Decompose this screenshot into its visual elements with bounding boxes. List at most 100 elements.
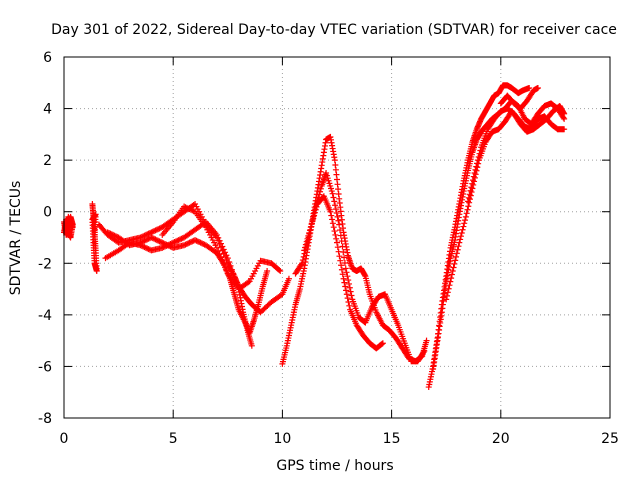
data-point xyxy=(313,203,320,210)
data-point xyxy=(304,235,311,242)
data-point xyxy=(187,239,194,246)
data-point xyxy=(167,240,174,247)
data-point xyxy=(379,340,386,347)
data-point xyxy=(181,203,188,210)
data-point xyxy=(182,204,189,211)
data-point xyxy=(465,198,472,205)
data-point xyxy=(153,226,160,233)
x-axis-label: GPS time / hours xyxy=(276,458,393,474)
data-point xyxy=(159,239,166,246)
data-point xyxy=(316,191,323,198)
data-series xyxy=(89,200,100,275)
data-point xyxy=(138,233,145,240)
data-point xyxy=(302,244,309,251)
data-point xyxy=(561,115,568,122)
data-point xyxy=(222,249,229,256)
data-point xyxy=(332,231,339,238)
data-point xyxy=(172,238,179,245)
data-point xyxy=(140,238,147,245)
data-point xyxy=(164,242,171,249)
data-point xyxy=(111,232,118,239)
data-point xyxy=(285,275,292,282)
data-point xyxy=(137,242,144,249)
data-point xyxy=(142,244,149,251)
y-tick-label: -6 xyxy=(38,359,52,375)
data-point xyxy=(340,275,347,282)
data-point xyxy=(474,157,481,164)
data-point xyxy=(146,229,153,236)
data-point xyxy=(216,237,223,244)
data-point xyxy=(153,237,160,244)
data-point xyxy=(474,160,481,167)
data-point xyxy=(348,292,355,299)
data-series xyxy=(159,203,284,293)
data-point xyxy=(215,234,222,241)
data-point xyxy=(335,248,342,255)
data-point xyxy=(447,278,454,285)
data-point xyxy=(423,337,430,344)
data-point xyxy=(453,250,460,257)
data-point xyxy=(317,188,324,195)
data-point xyxy=(215,248,222,255)
data-point xyxy=(534,84,541,91)
data-point xyxy=(346,302,353,309)
data-point xyxy=(444,289,451,296)
data-point xyxy=(344,295,351,302)
data-point xyxy=(448,275,455,282)
data-point xyxy=(187,206,194,213)
data-point xyxy=(471,170,478,177)
data-point xyxy=(464,206,471,213)
data-point xyxy=(453,253,460,260)
x-tick-label: 15 xyxy=(383,431,401,447)
data-point xyxy=(149,228,156,235)
data-point xyxy=(193,237,200,244)
data-point xyxy=(170,239,177,246)
data-point xyxy=(194,238,201,245)
data-point xyxy=(145,235,152,242)
data-point xyxy=(299,260,306,267)
data-point xyxy=(561,126,568,133)
chart-title: Day 301 of 2022, Sidereal Day-to-day VTE… xyxy=(51,22,617,38)
data-point xyxy=(421,347,428,354)
data-point xyxy=(463,210,470,217)
data-point xyxy=(200,240,207,247)
data-point xyxy=(345,298,352,305)
data-point xyxy=(459,226,466,233)
data-point xyxy=(151,235,158,242)
data-point xyxy=(445,285,452,292)
data-point xyxy=(197,239,204,246)
data-point xyxy=(443,296,450,303)
data-point xyxy=(142,231,149,238)
plot-frame xyxy=(63,56,611,419)
data-point xyxy=(152,227,159,234)
data-point xyxy=(336,253,343,260)
data-point xyxy=(457,236,464,243)
data-point xyxy=(148,234,155,241)
data-point xyxy=(330,224,337,231)
data-point xyxy=(91,231,98,238)
data-point xyxy=(343,291,350,298)
data-point xyxy=(306,229,313,236)
data-point xyxy=(155,226,162,233)
data-point xyxy=(466,191,473,198)
data-point xyxy=(451,260,458,267)
data-point xyxy=(137,234,144,241)
data-point xyxy=(341,259,348,266)
data-point xyxy=(475,153,482,160)
data-point xyxy=(217,240,224,247)
data-point xyxy=(224,255,231,262)
data-point xyxy=(337,227,344,234)
data-point xyxy=(311,212,318,219)
data-point xyxy=(446,282,453,289)
data-point xyxy=(302,241,309,248)
data-point xyxy=(448,271,455,278)
data-point xyxy=(342,283,349,290)
data-point xyxy=(183,204,190,211)
data-point xyxy=(151,228,158,235)
data-point xyxy=(157,239,164,246)
data-point xyxy=(149,235,156,242)
data-point xyxy=(181,242,188,249)
data-point xyxy=(458,229,465,236)
data-point xyxy=(309,218,316,225)
data-point xyxy=(159,244,166,251)
